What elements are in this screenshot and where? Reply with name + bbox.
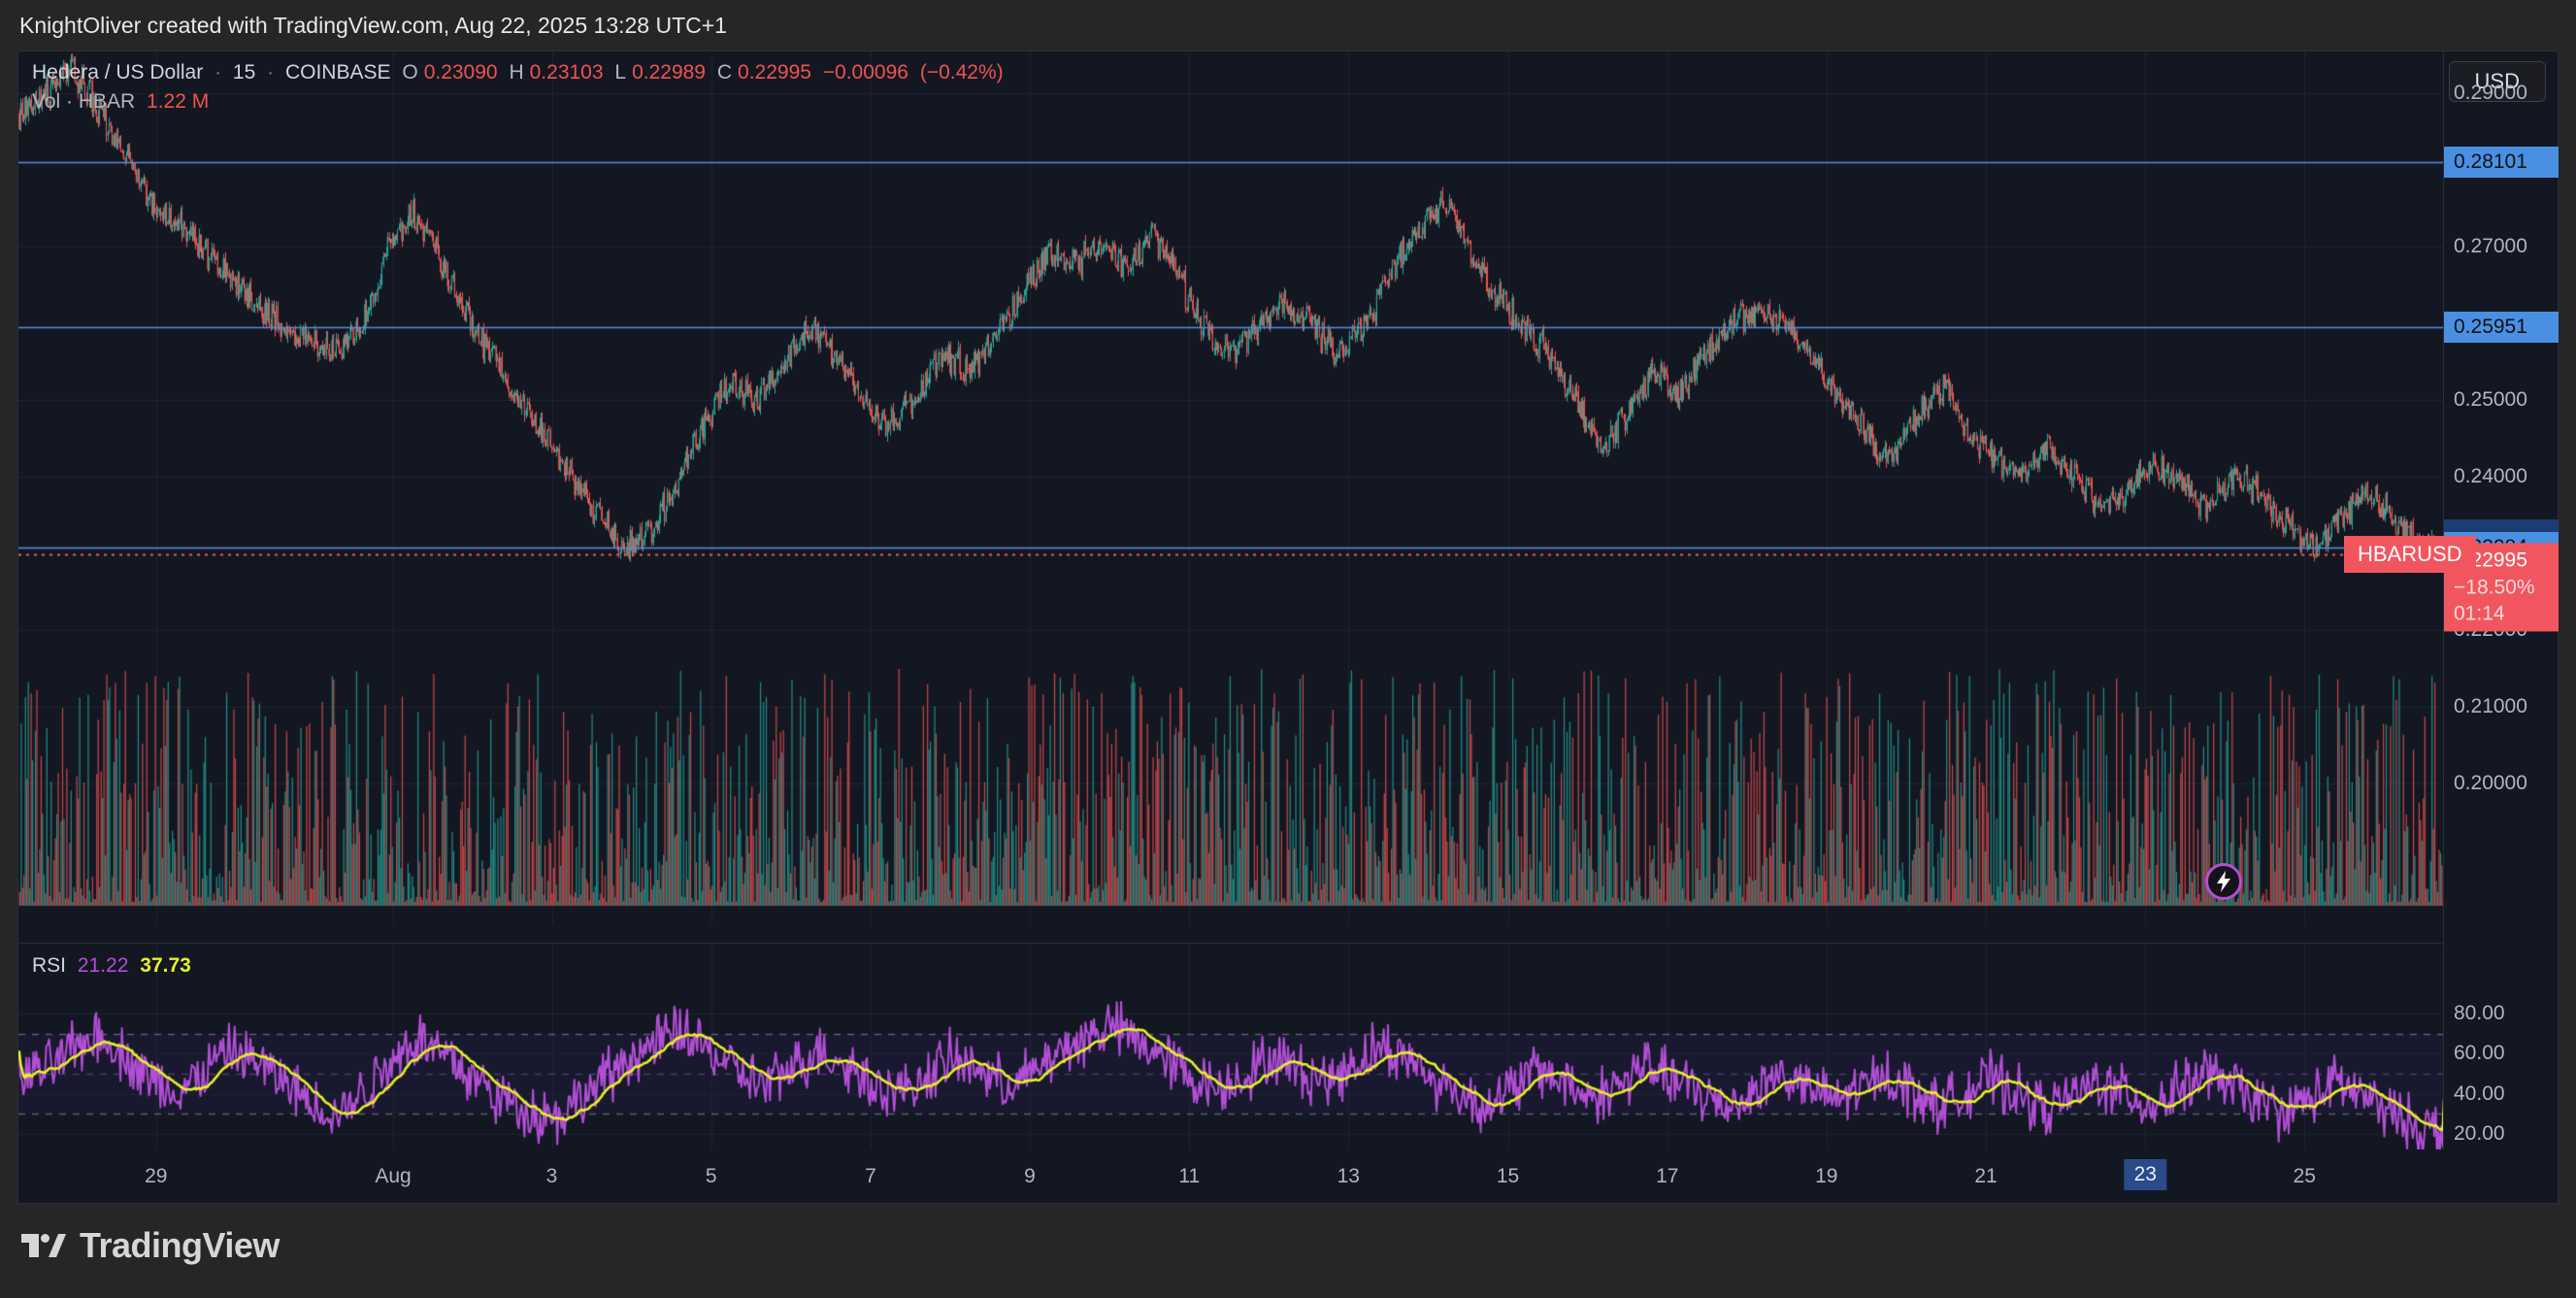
price-axis-tick-0.29000: 0.29000 xyxy=(2454,82,2527,105)
time-axis-tick-19: 19 xyxy=(1815,1165,1838,1187)
tradingview-logo: TradingView xyxy=(21,1225,280,1266)
time-axis-tick-13: 13 xyxy=(1337,1165,1360,1187)
time-axis-tick-9: 9 xyxy=(1024,1165,1036,1187)
time-axis-tick-21: 21 xyxy=(1974,1165,1998,1187)
price-axis-tick-0.21000: 0.21000 xyxy=(2454,695,2527,718)
pane-separator xyxy=(18,943,2445,944)
rsi-canvas[interactable] xyxy=(18,945,2445,1187)
rsi-axis-tick-40.00: 40.00 xyxy=(2454,1082,2505,1105)
price-axis-tick-0.25000: 0.25000 xyxy=(2454,388,2527,412)
time-axis[interactable]: 29 Aug 3 5 7 9 11 13 15 17 19 21 23 25 xyxy=(17,1149,2559,1204)
last-price-change-percent: −18.50% xyxy=(2454,575,2535,598)
price-tag-resistance[interactable]: 0.28101 xyxy=(2444,147,2559,179)
price-tag-mid[interactable]: 0.25951 xyxy=(2444,312,2559,344)
time-axis-tick-5: 5 xyxy=(705,1165,717,1187)
price-pane[interactable]: Hedera / US Dollar · 15 · COINBASE O 0.23… xyxy=(18,51,2445,925)
time-axis-tick-Aug: Aug xyxy=(375,1165,412,1187)
price-axis[interactable]: USD 0.290000.270000.250000.240000.220000… xyxy=(2443,51,2559,1187)
time-axis-tick-17: 17 xyxy=(1656,1165,1679,1187)
attribution-bar: KnightOliver created with TradingView.co… xyxy=(0,0,2576,50)
chart-frame[interactable]: Hedera / US Dollar · 15 · COINBASE O 0.23… xyxy=(17,50,2559,1187)
rsi-pane[interactable]: RSI 21.22 37.73 xyxy=(18,945,2445,1187)
time-axis-tick-15: 15 xyxy=(1496,1165,1520,1187)
bolt-icon[interactable] xyxy=(2205,863,2242,900)
time-axis-tick-7: 7 xyxy=(865,1165,876,1187)
rsi-axis-tick-20.00: 20.00 xyxy=(2454,1121,2505,1145)
rsi-axis-tick-80.00: 80.00 xyxy=(2454,1002,2505,1025)
rsi-axis-tick-60.00: 60.00 xyxy=(2454,1042,2505,1065)
time-axis-tick-25: 25 xyxy=(2293,1165,2316,1187)
time-axis-tick-11: 11 xyxy=(1178,1165,1201,1187)
price-axis-tick-0.27000: 0.27000 xyxy=(2454,235,2527,258)
time-axis-tick-3: 3 xyxy=(545,1165,558,1187)
currency-badge[interactable]: USD xyxy=(2448,61,2546,102)
price-axis-tick-0.20000: 0.20000 xyxy=(2454,772,2527,795)
tradingview-logo-icon xyxy=(21,1234,66,1257)
tradingview-wordmark: TradingView xyxy=(80,1225,280,1265)
time-axis-tick-29: 29 xyxy=(145,1165,168,1187)
bar-countdown: 01:14 xyxy=(2454,602,2505,625)
time-axis-tick-23: 23 xyxy=(2124,1159,2166,1190)
price-axis-tick-0.24000: 0.24000 xyxy=(2454,465,2527,488)
price-candlestick-canvas[interactable] xyxy=(18,51,2445,925)
symbol-price-flag[interactable]: HBARUSD xyxy=(2344,535,2476,573)
